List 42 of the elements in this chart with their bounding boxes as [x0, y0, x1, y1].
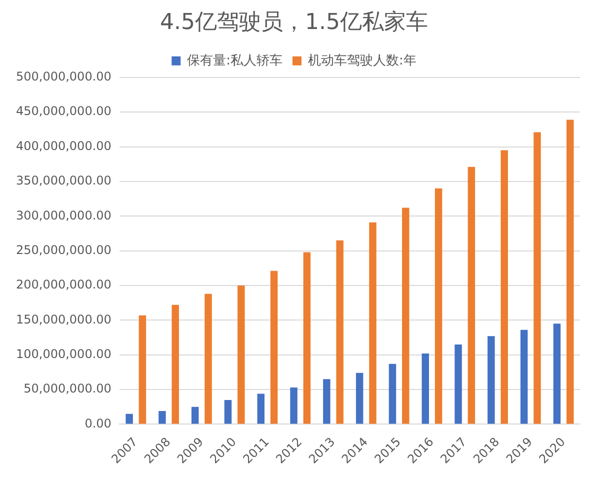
y-tick-label: 50,000,000.00 [24, 382, 112, 396]
bar [238, 285, 245, 424]
y-tick-label: 350,000,000.00 [16, 174, 112, 188]
bar [323, 379, 330, 424]
y-tick-label: 0.00 [84, 416, 112, 430]
bar [534, 132, 541, 424]
y-tick-label: 450,000,000.00 [16, 104, 112, 118]
bar [290, 387, 298, 424]
bar [422, 353, 429, 424]
bar [204, 294, 212, 424]
bar [520, 330, 528, 424]
bar [303, 252, 311, 424]
y-tick-label: 200,000,000.00 [16, 278, 112, 292]
chart-title: 4.5亿驾驶员，1.5亿私家车 [160, 10, 428, 35]
bar [158, 411, 166, 424]
bar [172, 304, 179, 424]
bar [257, 394, 265, 424]
bar [270, 270, 278, 424]
bar [388, 364, 396, 424]
y-tick-label: 500,000,000.00 [16, 70, 112, 84]
bar [191, 406, 199, 424]
bar [468, 166, 476, 424]
bar [126, 414, 133, 424]
y-tick-label: 250,000,000.00 [16, 242, 112, 257]
bar [454, 344, 462, 424]
bar [434, 188, 442, 424]
y-tick-label: 300,000,000.00 [16, 208, 112, 222]
bar [336, 240, 344, 424]
bar [356, 372, 364, 424]
legend-label: 机动车驾驶人数:年 [308, 53, 416, 68]
y-tick-label: 150,000,000.00 [16, 312, 112, 326]
bar [402, 208, 410, 424]
bar [488, 336, 495, 424]
bar [566, 120, 574, 424]
bar [369, 222, 376, 424]
bar [224, 400, 232, 424]
bar [138, 315, 146, 424]
bar [553, 324, 561, 424]
y-tick-label: 100,000,000.00 [16, 346, 112, 361]
y-tick-label: 400,000,000.00 [16, 138, 112, 153]
legend-label: 保有量:私人轿车 [187, 53, 283, 68]
bar [500, 150, 508, 424]
